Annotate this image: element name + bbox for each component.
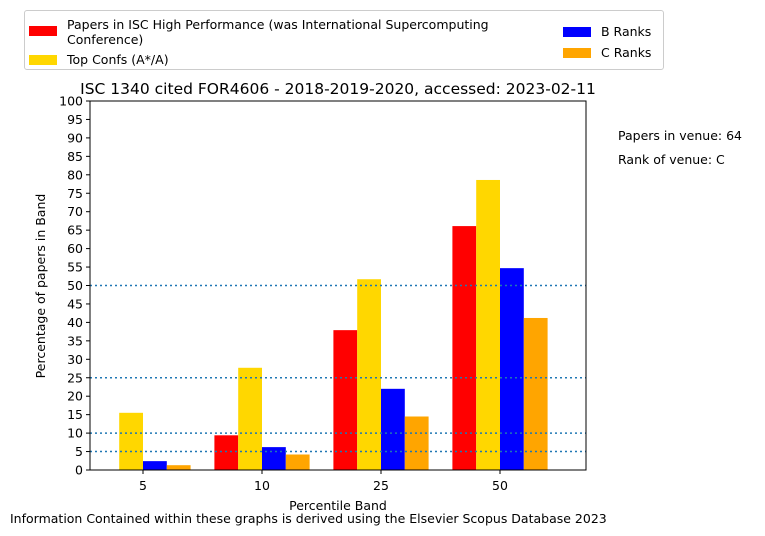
legend-label-b-ranks: B Ranks — [601, 24, 652, 39]
chart-title: ISC 1340 cited FOR4606 - 2018-2019-2020,… — [80, 80, 596, 98]
y-tick-label-20: 20 — [67, 389, 83, 404]
bar-b-50 — [500, 268, 524, 470]
bar-top-10 — [238, 367, 262, 470]
legend-label-top-confs: Top Confs (A*/A) — [67, 52, 169, 67]
x-tick-label-10: 10 — [254, 478, 270, 493]
legend: Papers in ISC High Performance (was Inte… — [24, 10, 664, 70]
y-tick-label-40: 40 — [67, 315, 83, 330]
x-tick-label-5: 5 — [139, 478, 147, 493]
bar-c-50 — [523, 317, 548, 470]
y-tick-label-35: 35 — [67, 333, 83, 348]
y-tick-label-60: 60 — [67, 241, 83, 256]
y-axis: 0 5 10 15 20 25 30 35 40 45 50 55 60 65 70 75 80 85 90 95 10… — [59, 94, 90, 478]
legend-swatch-isc — [29, 26, 57, 36]
y-tick-label-10: 10 — [67, 426, 83, 441]
bar-papers-25 — [333, 330, 358, 470]
papers-in-venue-note: Papers in venue: 64 — [618, 128, 742, 143]
bar-b-10 — [262, 447, 286, 470]
bar-c-10 — [285, 454, 310, 470]
y-tick-label-100: 100 — [59, 94, 83, 109]
y-tick-label-55: 55 — [67, 260, 83, 275]
bar-b-25 — [381, 388, 405, 470]
rank-of-venue-note: Rank of venue: C — [618, 152, 725, 167]
y-tick-label-90: 90 — [67, 130, 83, 145]
y-tick-label-15: 15 — [67, 407, 83, 422]
y-tick-label-45: 45 — [67, 296, 83, 311]
y-tick-label-95: 95 — [67, 112, 83, 127]
y-tick-label-65: 65 — [67, 223, 83, 238]
bars-layer — [119, 179, 548, 470]
bar-c-25 — [404, 416, 429, 470]
y-tick-label-25: 25 — [67, 370, 83, 385]
legend-label-isc: Papers in ISC High Performance (was Inte… — [67, 17, 489, 47]
legend-swatch-c-ranks — [563, 48, 591, 58]
x-axis-label: Percentile Band — [289, 498, 387, 513]
legend-label-c-ranks: C Ranks — [601, 45, 652, 60]
legend-swatch-top-confs — [29, 55, 57, 65]
y-tick-label-50: 50 — [67, 278, 83, 293]
y-tick-label-75: 75 — [67, 186, 83, 201]
y-tick-label-70: 70 — [67, 204, 83, 219]
y-tick-label-80: 80 — [67, 167, 83, 182]
y-axis-label: Percentage of papers in Band — [33, 194, 48, 379]
x-axis: 5 10 25 50 — [139, 470, 508, 493]
bar-papers-10 — [214, 435, 239, 470]
y-tick-label-0: 0 — [75, 463, 83, 478]
legend-swatch-b-ranks — [563, 27, 591, 37]
bar-top-25 — [357, 279, 381, 470]
bar-top-50 — [476, 179, 500, 470]
bar-top-5 — [119, 412, 143, 470]
x-tick-label-25: 25 — [373, 478, 389, 493]
y-tick-label-5: 5 — [75, 444, 83, 459]
y-tick-label-85: 85 — [67, 149, 83, 164]
y-tick-label-30: 30 — [67, 352, 83, 367]
footer-source-note: Information Contained within these graph… — [10, 511, 607, 526]
bar-b-5 — [143, 461, 167, 470]
bar-c-5 — [166, 465, 191, 470]
x-tick-label-50: 50 — [492, 478, 508, 493]
bar-papers-50 — [452, 226, 477, 470]
